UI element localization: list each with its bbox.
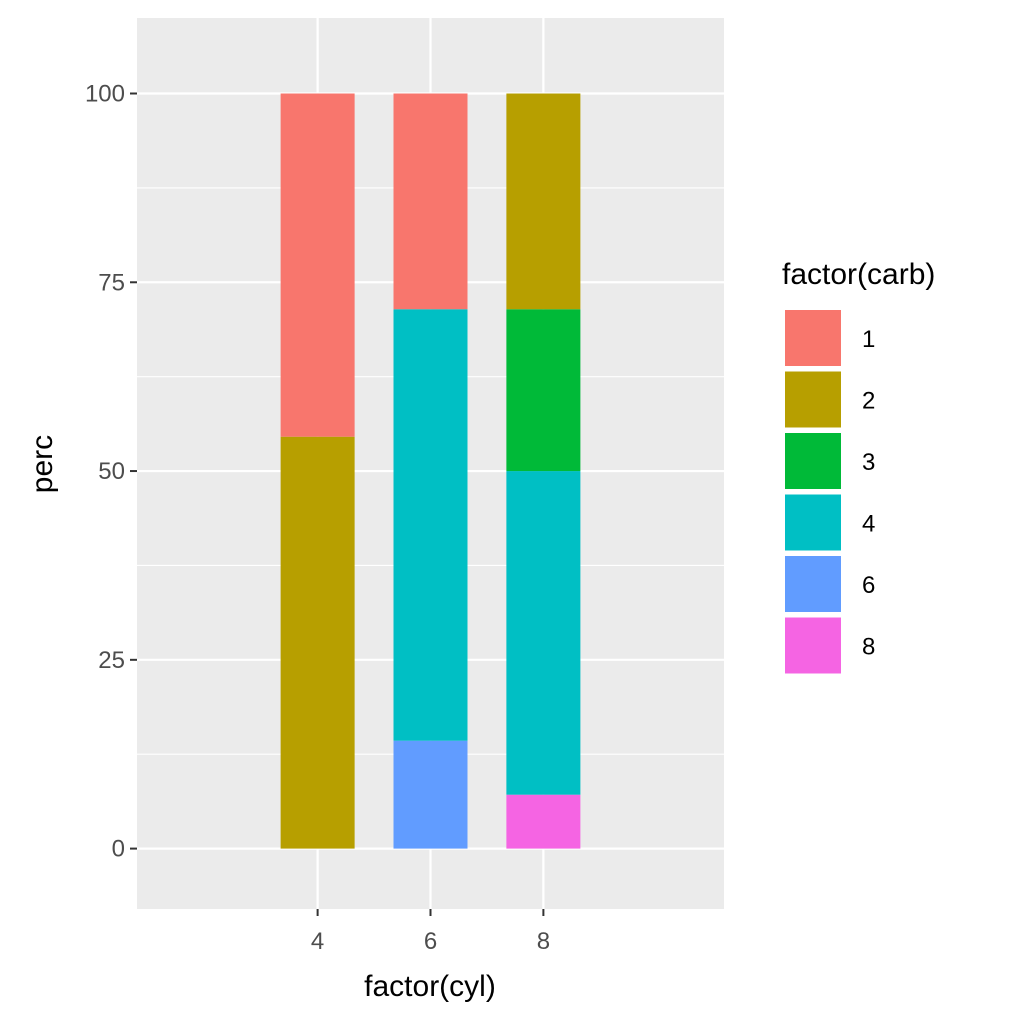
legend-label-2: 2: [862, 388, 875, 415]
bar-segment-cyl6-carb1: [393, 93, 468, 310]
legend-label-6: 6: [862, 572, 875, 599]
bar-segment-cyl8-carb3: [506, 309, 581, 472]
x-tick-label: 8: [537, 928, 550, 955]
bar-segment-cyl8-carb8: [506, 794, 581, 849]
legend-key-1: [783, 308, 843, 368]
legend-key-3: [783, 431, 843, 491]
legend-label-8: 8: [862, 634, 875, 661]
y-tick-label: 25: [98, 647, 125, 674]
legend-key-2: [783, 369, 843, 430]
x-tick-label: 4: [311, 928, 324, 955]
legend-key-4: [783, 492, 843, 553]
axes: 0 25 50 75 100 4 6 8: [85, 81, 550, 955]
legend-label-1: 1: [862, 326, 875, 353]
legend: factor(carb) 1 2 3 4 6 8: [782, 258, 935, 676]
y-axis-title: perc: [26, 435, 59, 493]
y-tick-label: 50: [98, 458, 125, 485]
bar-segment-cyl4-carb2: [280, 436, 355, 849]
bar-segment-cyl4-carb1: [280, 93, 355, 437]
legend-key-6: [783, 554, 843, 614]
y-tick-label: 0: [112, 836, 125, 863]
legend-label-3: 3: [862, 449, 875, 476]
bar-segment-cyl6-carb4: [393, 309, 468, 741]
bar-segment-cyl8-carb2: [506, 93, 581, 310]
x-axis-title: factor(cyl): [364, 970, 496, 1003]
legend-label-4: 4: [862, 511, 875, 538]
bars: [280, 93, 581, 849]
x-tick-label: 6: [424, 928, 437, 955]
bar-segment-cyl6-carb6: [393, 740, 468, 849]
bar-segment-cyl8-carb4: [506, 471, 581, 795]
legend-title: factor(carb): [782, 258, 935, 291]
y-tick-label: 75: [98, 269, 125, 296]
y-tick-label: 100: [85, 81, 125, 108]
legend-key-8: [783, 615, 843, 676]
